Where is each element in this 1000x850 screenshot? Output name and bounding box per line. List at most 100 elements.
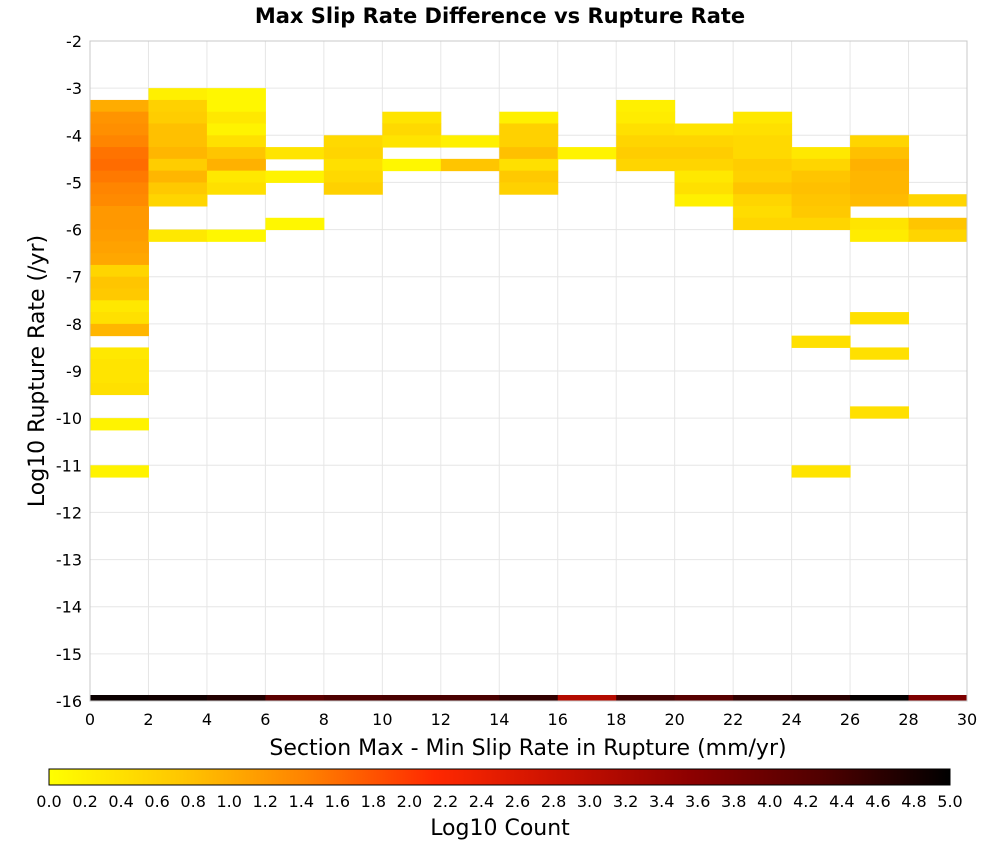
heatmap-cell xyxy=(733,111,793,124)
heatmap-cell xyxy=(323,135,383,148)
heatmap-cell-bottom xyxy=(265,695,325,701)
heatmap-cell xyxy=(850,182,910,195)
heatmap-cell xyxy=(791,182,851,195)
colorbar-tick-label: 3.2 xyxy=(613,792,638,811)
x-tick-label: 18 xyxy=(606,710,626,729)
heatmap-cell xyxy=(148,123,208,136)
heatmap-cell xyxy=(850,135,910,148)
heatmap-cell xyxy=(90,276,149,289)
heatmap-cell xyxy=(206,229,266,242)
y-tick-label: -3 xyxy=(66,79,82,98)
heatmap-cell-bottom xyxy=(733,695,793,701)
x-tick-label: 6 xyxy=(260,710,270,729)
heatmap-cell xyxy=(791,147,851,160)
heatmap-cell xyxy=(616,135,676,148)
colorbar-tick-label: 4.6 xyxy=(865,792,890,811)
heatmap-cell xyxy=(674,158,734,172)
heatmap-cell xyxy=(206,182,266,195)
colorbar-tick-label: 0.8 xyxy=(180,792,205,811)
colorbar-tick-label: 2.8 xyxy=(541,792,566,811)
heatmap-cell xyxy=(850,406,910,419)
y-tick-label: -16 xyxy=(56,692,82,711)
heatmap-cell xyxy=(90,312,149,325)
heatmap-cell xyxy=(90,359,149,372)
heatmap-cell xyxy=(90,206,149,219)
heatmap-cell xyxy=(616,99,676,113)
heatmap-cell xyxy=(499,123,559,136)
heatmap-cell xyxy=(733,135,793,148)
heatmap-cell xyxy=(206,158,266,172)
x-tick-label: 26 xyxy=(840,710,860,729)
heatmap-cell xyxy=(674,182,734,195)
x-tick-label: 14 xyxy=(489,710,509,729)
colorbar-tick-labels: 0.0 0.2 0.4 0.6 0.8 1.0 1.2 1.4 1.6 1.8 2.0 2.2 2.4 2… xyxy=(36,792,962,811)
heatmap-cell xyxy=(265,170,325,183)
heatmap-cell xyxy=(616,147,676,160)
heatmap-cell-bottom xyxy=(616,695,676,701)
heatmap-cell xyxy=(148,99,208,113)
heatmap-cell xyxy=(90,147,149,160)
heatmap-cell xyxy=(148,135,208,148)
heatmap-cell xyxy=(206,88,266,101)
heatmap-cell-bottom xyxy=(440,695,500,701)
heatmap-cell xyxy=(850,194,910,207)
heatmap-cell xyxy=(850,158,910,172)
heatmap-cell xyxy=(850,217,910,231)
heatmap-cell xyxy=(206,123,266,136)
x-tick-label: 30 xyxy=(957,710,977,729)
x-tick-label: 22 xyxy=(723,710,743,729)
heatmap-cell xyxy=(206,135,266,148)
colorbar xyxy=(48,768,951,786)
heatmap-cell xyxy=(90,158,149,172)
heatmap-cell xyxy=(674,147,734,160)
y-tick-label: -5 xyxy=(66,173,82,192)
colorbar-tick-label: 0.6 xyxy=(144,792,169,811)
heatmap-cell xyxy=(733,182,793,195)
heatmap-cell xyxy=(90,170,149,183)
heatmap-cell xyxy=(499,182,559,195)
heatmap-cell xyxy=(499,135,559,148)
heatmap-cell xyxy=(90,135,149,148)
heatmap-cell-bottom xyxy=(323,695,383,701)
heatmap-cell xyxy=(733,123,793,136)
heatmap-cell-bottom xyxy=(499,695,559,701)
colorbar-tick-label: 0.2 xyxy=(72,792,97,811)
heatmap-cell xyxy=(557,147,617,160)
heatmap-cell xyxy=(382,111,442,124)
heatmap-cell xyxy=(148,111,208,124)
heatmap-cell xyxy=(499,158,559,172)
heatmap-cell xyxy=(733,206,793,219)
heatmap-cell xyxy=(791,194,851,207)
heatmap-cell xyxy=(850,229,910,242)
x-tick-label: 4 xyxy=(202,710,212,729)
heatmap-cell xyxy=(674,123,734,136)
heatmap-cell xyxy=(733,217,793,231)
colorbar-tick-label: 0.0 xyxy=(36,792,61,811)
x-tick-label: 0 xyxy=(85,710,95,729)
heatmap-cell xyxy=(90,99,149,113)
colorbar-tick-label: 2.2 xyxy=(433,792,458,811)
x-tick-labels: 0 2 4 6 8 10 12 14 16 18 20 22 24 26 28 30 xyxy=(85,710,977,729)
colorbar-tick-label: 3.0 xyxy=(577,792,602,811)
heatmap-cell xyxy=(148,88,208,101)
heatmap-cell xyxy=(90,288,149,301)
heatmap-cell xyxy=(791,465,851,478)
heatmap-cell xyxy=(382,135,442,148)
y-tick-label: -7 xyxy=(66,268,82,287)
colorbar-tick-label: 2.4 xyxy=(469,792,494,811)
heatmap-cell-bottom xyxy=(382,695,442,701)
heatmap-cell xyxy=(908,217,968,231)
y-tick-label: -15 xyxy=(56,645,82,664)
heatmap-cell xyxy=(206,147,266,160)
colorbar-tick-label: 1.4 xyxy=(289,792,314,811)
heatmap-cell xyxy=(148,229,208,242)
heatmap-cell xyxy=(791,170,851,183)
heatmap-cell xyxy=(90,347,149,360)
heatmap-cell xyxy=(791,158,851,172)
y-tick-label: -4 xyxy=(66,126,82,145)
colorbar-tick-label: 4.4 xyxy=(829,792,854,811)
heatmap-cell xyxy=(674,170,734,183)
heatmap-cell xyxy=(323,158,383,172)
heatmap-cell xyxy=(616,123,676,136)
heatmap-cell xyxy=(90,253,149,266)
